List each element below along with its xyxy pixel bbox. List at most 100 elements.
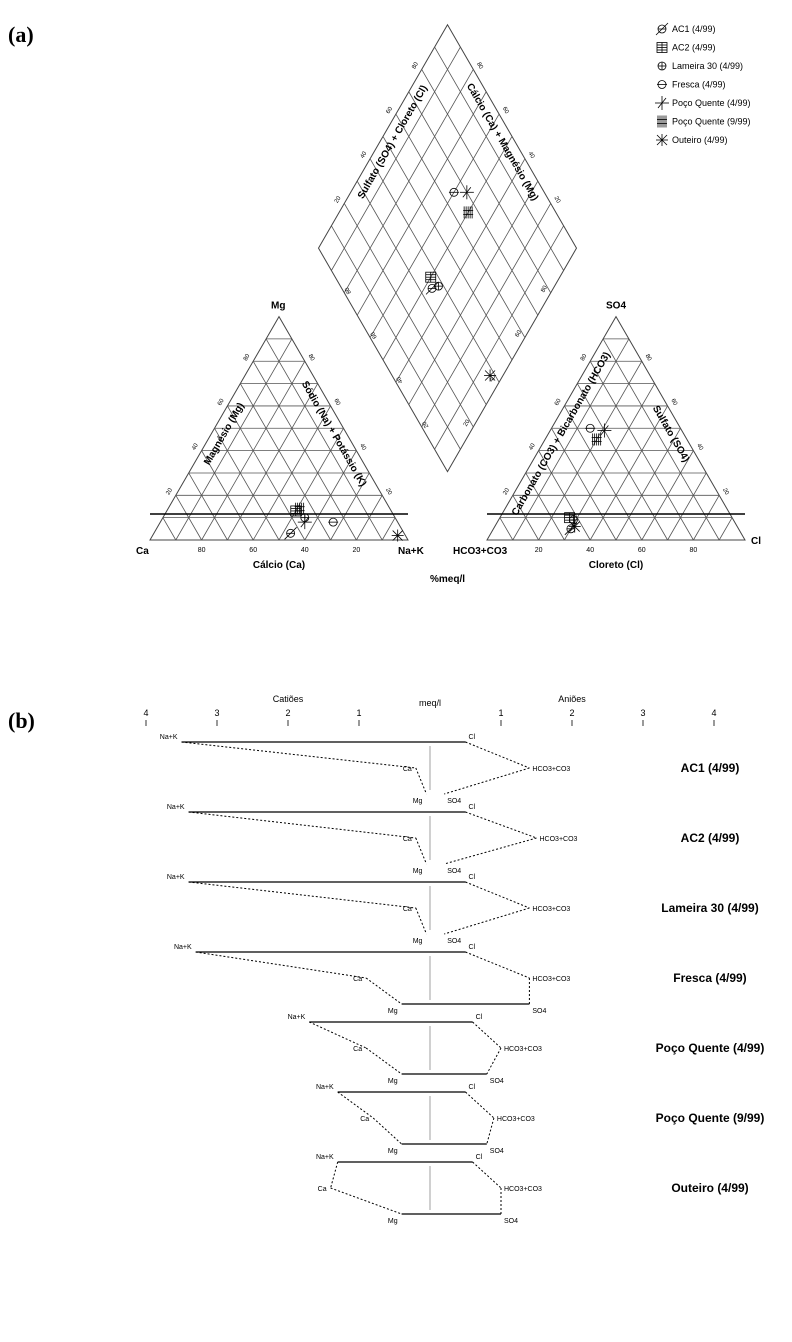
- stiff-series-name: Poço Quente (4/99): [656, 1041, 765, 1055]
- stiff-outline-segment: [337, 1091, 374, 1119]
- stiff-outline-segment: [365, 977, 402, 1005]
- stiff-cation-label: Na+K: [174, 944, 192, 951]
- stiff-outline-segment: [465, 881, 530, 909]
- cation-bottom-axis-label: Cálcio (Ca): [253, 560, 305, 571]
- stiff-outline-segment: [486, 1117, 495, 1145]
- stiff-center-label: meq/l: [419, 698, 441, 708]
- stiff-outline-segment: [415, 837, 427, 865]
- legend-entry: Poço Quente (9/99): [672, 117, 751, 127]
- stiff-anion-label: SO4: [504, 1218, 518, 1225]
- stiff-outline-segment: [372, 1117, 402, 1145]
- cation-triangle-grid-line: [188, 472, 228, 541]
- diamond-left-tick-label: 60: [386, 106, 395, 115]
- diamond-right-tick-label: 80: [475, 62, 484, 71]
- cation-triangle-grid-line: [162, 517, 177, 541]
- stiff-cation-label: Ca: [360, 1116, 369, 1123]
- stiff-cation-label: Mg: [413, 868, 423, 875]
- stiff-axis-tick-label: 1: [356, 708, 361, 718]
- cation-triangle-grid-line: [214, 428, 280, 541]
- stiff-axis-tick-label: 2: [569, 708, 574, 718]
- diamond-sample-marker: [425, 282, 439, 295]
- stiff-cation-label: Na+K: [316, 1154, 334, 1161]
- piper-diagram: Ca Mg Na+K HCO3+CO3 SO4 Cl Cálcio (Ca) Cloreto …: [136, 22, 761, 585]
- anion-bottom-tick-label: 20: [535, 547, 543, 554]
- diamond-sample-marker: [459, 185, 474, 200]
- units-label: %meq/l: [430, 574, 465, 585]
- diamond-lower-left-tick-label: 60: [370, 330, 379, 339]
- diamond-outline: [317, 23, 578, 473]
- diamond-grid-line: [395, 113, 526, 338]
- anion-bottom-tick-label: 60: [638, 547, 646, 554]
- anion-left-tick-label: 40: [528, 442, 537, 451]
- legend-entry: Outeiro (4/99): [672, 135, 728, 145]
- stiff-axis-tick-label: 4: [711, 708, 716, 718]
- stiff-series-name: Outeiro (4/99): [671, 1181, 748, 1195]
- cation-bottom-tick-label: 20: [353, 547, 361, 554]
- diamond-grid-line: [408, 91, 539, 316]
- legend-marker: [655, 96, 669, 110]
- anion-triangle-grid-line: [499, 517, 514, 541]
- anion-sample-marker: [569, 515, 578, 525]
- cation-sample-marker: [294, 502, 305, 515]
- stiff-outline-segment: [465, 951, 530, 979]
- legend-marker: [656, 134, 668, 146]
- cation-right-tick-label: 20: [384, 487, 393, 496]
- diamond-left-tick-label: 80: [411, 61, 420, 70]
- cation-right-tick-label: 80: [307, 353, 316, 362]
- diamond-sample-marker: [463, 206, 474, 219]
- diamond-sample-marker-stroke: [484, 370, 496, 381]
- stiff-outline-segment: [472, 1021, 502, 1049]
- legend-marker: [657, 115, 667, 128]
- stiff-outline-segment: [188, 811, 416, 839]
- legend-marker-stroke: [657, 97, 667, 109]
- stiff-anion-label: SO4: [447, 938, 461, 945]
- anion-triangle-grid-line: [589, 361, 694, 541]
- diamond-grid-line: [434, 46, 564, 271]
- stiff-anion-label: Cl: [476, 1154, 483, 1161]
- stiff-anion-label: Cl: [469, 804, 476, 811]
- stiff-anion-label: HCO3+CO3: [532, 766, 570, 773]
- stiff-cation-label: Mg: [388, 1078, 398, 1085]
- diamond-grid-line: [369, 113, 500, 338]
- anion-bottom-tick-label: 40: [586, 547, 594, 554]
- anion-right-tick-label: 40: [695, 443, 704, 452]
- cation-triangle-grid-line: [330, 472, 370, 541]
- stiff-cation-label: Mg: [388, 1218, 398, 1225]
- legend-entry: Fresca (4/99): [672, 80, 726, 90]
- anion-triangle-grid-line: [525, 472, 565, 541]
- legend-marker: [656, 42, 668, 53]
- stiff-outline-segment: [444, 907, 530, 935]
- stiff-axis-tick-label: 1: [498, 708, 503, 718]
- stiff-right-header: Aniões: [558, 694, 586, 704]
- cation-bottom-tick-label: 60: [249, 547, 257, 554]
- stiff-anion-label: SO4: [447, 868, 461, 875]
- stiff-series-name: AC1 (4/99): [681, 761, 740, 775]
- cation-left-tick-label: 80: [243, 353, 252, 362]
- diamond-left-tick-label: 20: [334, 195, 343, 204]
- stiff-cation-label: Ca: [353, 976, 362, 983]
- anion-left-tick-label: 80: [580, 353, 589, 362]
- stiff-anion-label: SO4: [532, 1008, 546, 1015]
- cation-left-tick-label: 40: [191, 442, 200, 451]
- stiff-cation-label: Ca: [353, 1046, 362, 1053]
- stiff-outline-segment: [188, 881, 416, 909]
- cation-sample-marker: [391, 529, 404, 542]
- anion-right-tick-label: 20: [721, 487, 730, 496]
- stiff-axis-tick-label: 3: [214, 708, 219, 718]
- stiff-cation-label: Mg: [413, 938, 423, 945]
- cation-bottom-tick-label: 80: [198, 547, 206, 554]
- diamond-grid-line: [382, 136, 513, 361]
- stiff-anion-label: Cl: [469, 944, 476, 951]
- stiff-anion-label: HCO3+CO3: [504, 1186, 542, 1193]
- diamond-grid-line: [331, 46, 461, 271]
- stiff-cation-label: Na+K: [167, 804, 185, 811]
- anion-sample-marker: [585, 423, 596, 433]
- anion-triangle-grid-line: [551, 428, 617, 541]
- diamond-sample-marker: [484, 369, 497, 382]
- stiff-anion-label: HCO3+CO3: [532, 906, 570, 913]
- diamond-lower-left-tick-label: 20: [421, 419, 430, 428]
- stiff-diagram: Catiões Aniões meq/l 4 3 2 1 1 2 3 4 Na+K Ca Mg Cl HCO3…: [143, 694, 764, 1225]
- stiff-outline-segment: [195, 951, 367, 979]
- cation-triangle-grid-line: [252, 361, 357, 541]
